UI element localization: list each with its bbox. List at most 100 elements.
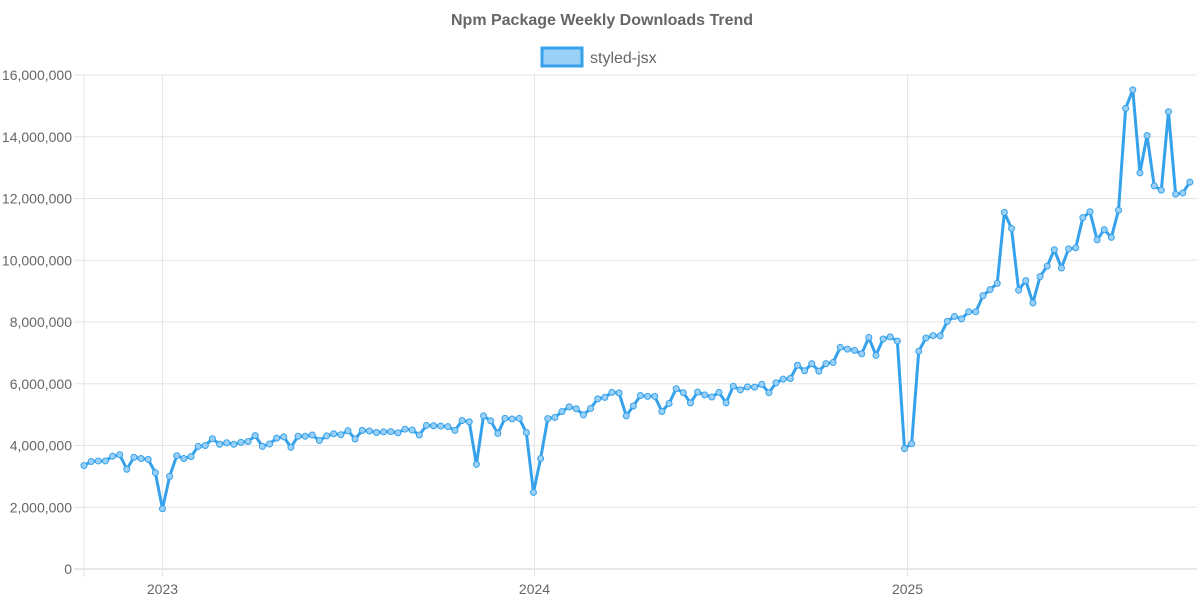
data-point[interactable] [415, 431, 423, 439]
data-point[interactable] [751, 383, 759, 391]
data-point[interactable] [772, 379, 780, 387]
data-point[interactable] [637, 391, 644, 399]
data-point[interactable] [1072, 244, 1080, 252]
data-point[interactable] [287, 443, 295, 451]
data-point[interactable] [244, 437, 252, 445]
data-point[interactable] [950, 312, 958, 320]
data-point[interactable] [758, 380, 766, 388]
data-point[interactable] [94, 457, 102, 465]
data-point[interactable] [908, 440, 916, 448]
data-point[interactable] [273, 434, 281, 442]
data-point[interactable] [851, 346, 859, 354]
data-point[interactable] [266, 440, 273, 448]
data-point[interactable] [900, 445, 908, 453]
data-point[interactable] [394, 429, 402, 437]
data-point[interactable] [173, 452, 181, 460]
data-point[interactable] [401, 425, 409, 433]
legend-swatch[interactable] [540, 46, 584, 68]
data-point[interactable] [801, 367, 809, 375]
data-point[interactable] [622, 412, 630, 420]
data-point[interactable] [1136, 169, 1144, 177]
data-point[interactable] [258, 442, 266, 450]
data-point[interactable] [793, 361, 801, 369]
data-point[interactable] [166, 472, 174, 480]
data-point[interactable] [380, 428, 388, 436]
data-point[interactable] [408, 426, 416, 434]
data-point[interactable] [294, 432, 302, 440]
data-point[interactable] [836, 343, 844, 351]
data-point[interactable] [109, 452, 117, 460]
data-point[interactable] [480, 412, 488, 420]
data-point[interactable] [822, 360, 830, 368]
data-point[interactable] [722, 399, 730, 407]
data-point[interactable] [644, 392, 652, 400]
data-point[interactable] [922, 334, 930, 342]
data-point[interactable] [444, 423, 452, 431]
data-point[interactable] [694, 388, 702, 396]
data-point[interactable] [579, 411, 587, 419]
data-point[interactable] [223, 439, 231, 447]
data-point[interactable] [1036, 273, 1044, 281]
data-point[interactable] [736, 386, 744, 394]
data-point[interactable] [565, 403, 573, 411]
data-point[interactable] [872, 351, 880, 359]
data-point[interactable] [1107, 233, 1115, 241]
data-point[interactable] [672, 385, 680, 393]
data-point[interactable] [487, 417, 495, 425]
data-point[interactable] [744, 383, 752, 391]
data-point[interactable] [658, 408, 666, 416]
legend[interactable]: styled-jsx [540, 46, 657, 68]
data-point[interactable] [708, 393, 716, 401]
legend-label[interactable]: styled-jsx [590, 50, 657, 67]
data-point[interactable] [843, 345, 851, 353]
data-point[interactable] [1057, 264, 1065, 272]
data-point[interactable] [1086, 208, 1094, 216]
data-point[interactable] [786, 375, 794, 382]
data-point[interactable] [144, 455, 152, 463]
data-point[interactable] [251, 432, 259, 440]
data-point[interactable] [1079, 214, 1087, 222]
data-point[interactable] [551, 413, 559, 421]
data-point[interactable] [615, 389, 623, 397]
data-point[interactable] [137, 454, 145, 462]
data-point[interactable] [1022, 277, 1030, 285]
data-point[interactable] [187, 453, 195, 461]
data-point[interactable] [1186, 178, 1194, 186]
data-point[interactable] [686, 399, 694, 407]
data-point[interactable] [979, 292, 987, 300]
data-point[interactable] [344, 427, 352, 435]
data-point[interactable] [972, 308, 980, 316]
data-point[interactable] [1122, 104, 1130, 112]
data-point[interactable] [1050, 246, 1058, 254]
data-point[interactable] [494, 429, 502, 437]
data-point[interactable] [87, 458, 95, 466]
data-point[interactable] [123, 465, 131, 473]
data-point[interactable] [765, 389, 773, 397]
data-point[interactable] [1000, 208, 1008, 216]
data-point[interactable] [522, 429, 530, 437]
data-point[interactable] [958, 315, 966, 323]
data-point[interactable] [537, 454, 545, 462]
data-point[interactable] [201, 442, 209, 449]
data-point[interactable] [1143, 132, 1151, 140]
data-point[interactable] [508, 415, 516, 423]
data-point[interactable] [280, 433, 288, 441]
data-point[interactable] [936, 332, 944, 340]
data-point[interactable] [601, 393, 609, 401]
data-point[interactable] [929, 332, 937, 340]
data-point[interactable] [572, 405, 580, 413]
data-point[interactable] [515, 414, 523, 422]
data-point[interactable] [208, 435, 216, 443]
data-point[interactable] [465, 418, 473, 426]
data-point[interactable] [1129, 86, 1137, 94]
data-point[interactable] [330, 430, 338, 438]
data-point[interactable] [943, 317, 951, 325]
data-point[interactable] [1015, 286, 1023, 294]
data-point[interactable] [779, 375, 787, 383]
data-point[interactable] [180, 454, 188, 462]
data-point[interactable] [629, 402, 637, 410]
data-point[interactable] [701, 391, 709, 399]
data-point[interactable] [315, 437, 323, 445]
data-point[interactable] [194, 442, 202, 450]
data-point[interactable] [993, 279, 1001, 287]
